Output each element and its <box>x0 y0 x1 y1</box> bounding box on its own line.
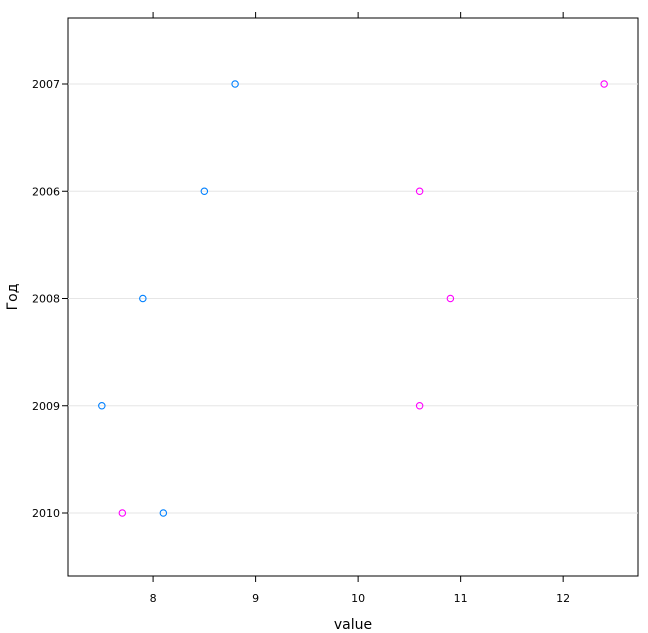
plot-panel <box>67 17 639 577</box>
x-tick-label: 10 <box>351 592 365 605</box>
x-tick-label: 11 <box>454 592 468 605</box>
data-point <box>415 187 424 196</box>
y-axis-title: Год <box>5 284 21 311</box>
x-tick-label: 9 <box>252 592 259 605</box>
y-tick-label: 2006 <box>32 185 60 198</box>
data-point <box>159 509 168 517</box>
y-tick-label: 2008 <box>32 293 60 306</box>
y-tick-label: 2007 <box>32 78 60 91</box>
data-point <box>200 187 209 196</box>
data-point <box>118 509 127 517</box>
data-point <box>98 401 106 410</box>
data-points <box>98 80 608 517</box>
x-tick-label: 8 <box>150 592 157 605</box>
x-axis-title: value <box>334 617 372 633</box>
data-point <box>139 294 147 303</box>
x-tick-label: 12 <box>556 592 570 605</box>
axes: 2010 2009 2008 2006 2007 8 9 10 11 12 <box>32 12 570 605</box>
data-point <box>231 80 239 88</box>
data-point <box>415 401 424 410</box>
gridlines <box>68 83 638 514</box>
y-tick-label: 2009 <box>32 400 60 413</box>
data-point <box>600 80 608 88</box>
y-tick-label: 2010 <box>32 507 60 520</box>
data-point <box>446 294 455 303</box>
